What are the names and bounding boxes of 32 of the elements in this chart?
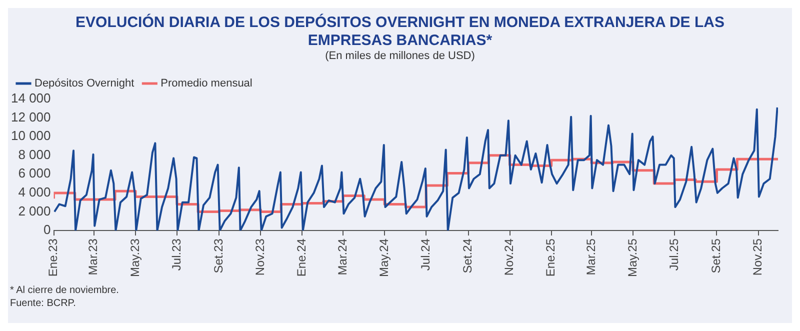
x-tick-label: Mar.25 bbox=[584, 238, 598, 276]
x-tick-label: Set.25 bbox=[709, 238, 724, 274]
y-tick-label: 10 000 bbox=[10, 128, 51, 144]
y-tick-label: 6 000 bbox=[18, 166, 51, 181]
x-tick-label: Jul.25 bbox=[666, 238, 681, 271]
x-tick-label: Set.24 bbox=[460, 238, 475, 274]
x-tick-label: Jul.24 bbox=[418, 238, 432, 271]
x-tick-label: Nov.25 bbox=[750, 238, 765, 276]
y-tick-label: 4 000 bbox=[18, 184, 51, 200]
x-tick-label: May.24 bbox=[376, 238, 391, 278]
x-tick-label: Mar.23 bbox=[86, 238, 100, 276]
x-tick-label: Ene.25 bbox=[544, 238, 558, 277]
legend-label: Promedio mensual bbox=[160, 78, 252, 90]
x-tick-label: Ene.24 bbox=[294, 238, 309, 277]
chart-title: EVOLUCIÓN DIARIA DE LOS DEPÓSITOS OVERNIGHT EN MONEDA EXTRANJERA DE LAS EMPRESAS BANCARIAS* bbox=[74, 12, 726, 50]
y-tick-label: 12 000 bbox=[10, 109, 51, 124]
x-tick-label: Mar.24 bbox=[335, 238, 350, 276]
x-tick-label: Nov.24 bbox=[502, 238, 516, 276]
source-note: Fuente: BCRP. bbox=[10, 297, 77, 310]
x-tick-label: Jul.23 bbox=[169, 238, 184, 271]
legend-label: Depósitos Overnight bbox=[34, 78, 134, 90]
y-tick-label: 14 000 bbox=[10, 90, 51, 106]
y-tick-label: 0 bbox=[44, 222, 51, 238]
text: * Al cierre de noviembre. bbox=[10, 284, 120, 297]
x-tick-label: Nov.23 bbox=[253, 238, 267, 276]
y-tick-label: 8 000 bbox=[18, 146, 51, 162]
chart-subtitle: (En miles de millones de USD) bbox=[324, 50, 476, 62]
y-tick-label: 2 000 bbox=[18, 203, 51, 218]
x-tick-label: Ene.23 bbox=[46, 238, 60, 277]
x-tick-label: Set.23 bbox=[211, 238, 226, 274]
x-tick-label: May.25 bbox=[625, 238, 640, 278]
x-tick-label: May.23 bbox=[128, 238, 142, 278]
